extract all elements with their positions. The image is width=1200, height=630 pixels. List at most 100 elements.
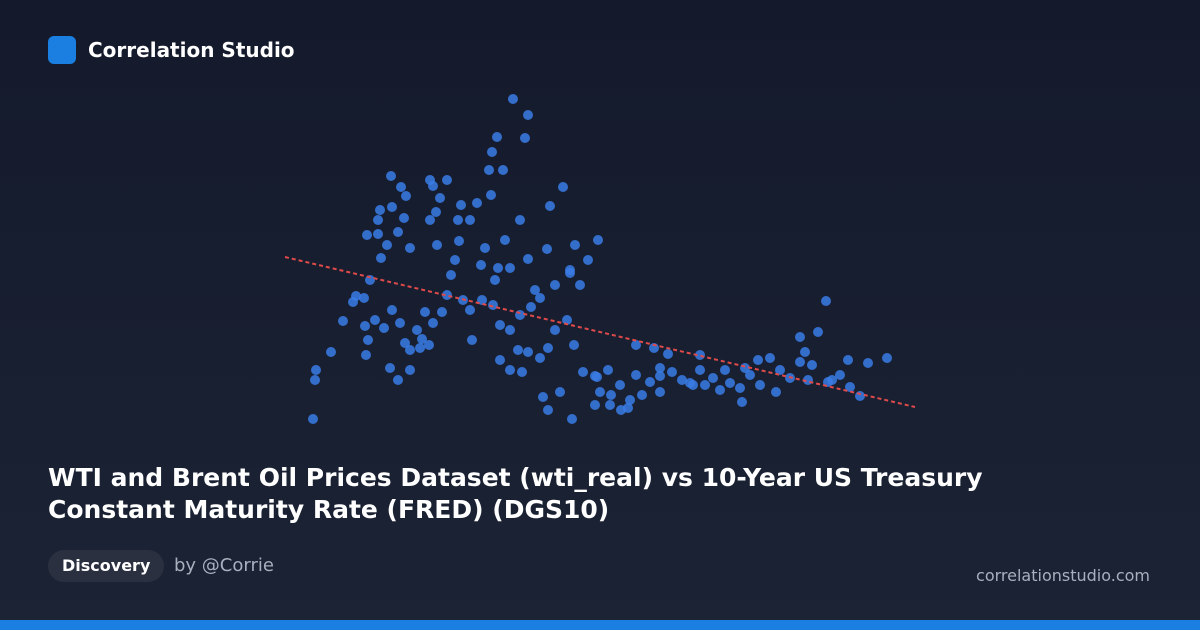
point [590, 400, 600, 410]
site[interactable]: correlationstudio.com [976, 566, 1150, 585]
point [520, 133, 530, 143]
point [361, 350, 371, 360]
point [753, 355, 763, 365]
point [583, 255, 593, 265]
point [508, 94, 518, 104]
point [412, 325, 422, 335]
brand[interactable]: Correlation Studio [88, 38, 295, 62]
point [737, 397, 747, 407]
point [558, 182, 568, 192]
point [480, 243, 490, 253]
point [605, 400, 615, 410]
point [800, 347, 810, 357]
point [396, 182, 406, 192]
point [446, 270, 456, 280]
point [567, 414, 577, 424]
point [725, 378, 735, 388]
point [360, 321, 370, 331]
point [453, 215, 463, 225]
point [454, 236, 464, 246]
point [631, 340, 641, 350]
point [405, 365, 415, 375]
point [821, 296, 831, 306]
logo [48, 36, 76, 64]
point [523, 347, 533, 357]
point [570, 240, 580, 250]
point [432, 240, 442, 250]
point [387, 305, 397, 315]
point [517, 367, 527, 377]
point [495, 320, 505, 330]
point [538, 392, 548, 402]
point [542, 244, 552, 254]
point [593, 235, 603, 245]
point [755, 380, 765, 390]
point [606, 390, 616, 400]
point [562, 315, 572, 325]
point [338, 316, 348, 326]
point [375, 205, 385, 215]
point [708, 373, 718, 383]
point [550, 280, 560, 290]
point [685, 378, 695, 388]
point [417, 334, 427, 344]
author[interactable]: by @Corrie [174, 555, 274, 576]
point [442, 290, 452, 300]
point [493, 263, 503, 273]
trend-line [284, 256, 916, 408]
point [472, 198, 482, 208]
point [595, 387, 605, 397]
point [370, 315, 380, 325]
point [385, 363, 395, 373]
point [400, 338, 410, 348]
point [308, 414, 318, 424]
point [435, 193, 445, 203]
point [386, 171, 396, 181]
point [405, 243, 415, 253]
point [695, 365, 705, 375]
point [835, 370, 845, 380]
point [487, 147, 497, 157]
point [575, 280, 585, 290]
point [431, 207, 441, 217]
bottom-bar [0, 620, 1200, 630]
point [565, 265, 575, 275]
title: WTI and Brent Oil Prices Dataset (wti_re… [48, 463, 983, 524]
point [667, 367, 677, 377]
point [550, 325, 560, 335]
point [393, 227, 403, 237]
point [695, 350, 705, 360]
point [631, 370, 641, 380]
point [484, 165, 494, 175]
point [526, 302, 536, 312]
point [428, 318, 438, 328]
point [715, 385, 725, 395]
point [578, 367, 588, 377]
point [677, 375, 687, 385]
point [405, 345, 415, 355]
point [465, 305, 475, 315]
point [425, 215, 435, 225]
point [543, 405, 553, 415]
point [424, 340, 434, 350]
point [615, 380, 625, 390]
point [387, 202, 397, 212]
point [376, 253, 386, 263]
point [543, 343, 553, 353]
point [745, 370, 755, 380]
badge[interactable]: Discovery [48, 550, 165, 582]
point [795, 357, 805, 367]
point [863, 358, 873, 368]
point [505, 263, 515, 273]
point [379, 323, 389, 333]
point [735, 383, 745, 393]
point [515, 310, 525, 320]
point [326, 347, 336, 357]
point [495, 355, 505, 365]
point [437, 307, 447, 317]
point [425, 175, 435, 185]
point [363, 335, 373, 345]
point [637, 390, 647, 400]
point [515, 215, 525, 225]
